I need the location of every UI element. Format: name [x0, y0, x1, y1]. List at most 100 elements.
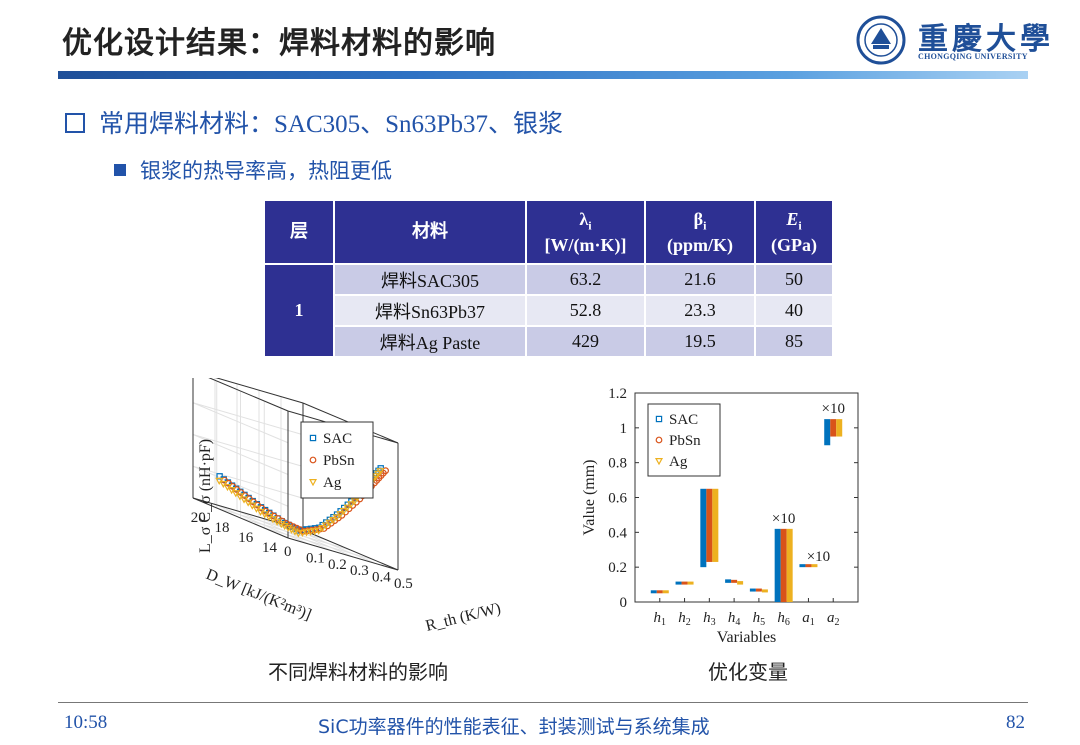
modulus-cell: 50: [755, 263, 832, 295]
data-point-ag: [350, 498, 359, 506]
bar-sac-a1: [799, 564, 806, 568]
header-beta: βi (ppm/K): [645, 201, 756, 264]
y-tick-label: 0.2: [608, 560, 627, 576]
bullet-main-prefix: 常用焊料材料：: [99, 109, 275, 138]
bar-pbsn-h5: [755, 588, 762, 592]
axis-box-edge: [192, 497, 289, 539]
layer-cell: 1: [265, 263, 335, 356]
hollow-square-bullet-icon: [65, 113, 85, 133]
modulus-cell: 85: [755, 325, 832, 356]
grid-line: [192, 402, 304, 436]
grid-line: [215, 378, 304, 404]
university-logo: [856, 15, 906, 65]
optimization-variables-bar-chart: 0 0.2 0.4 0.6 0.8 1 1.2 h1 h2 h3 h4 h5 h6 a1 a2 ×10 ×10 ×…: [581, 386, 859, 646]
data-point-ag: [332, 514, 341, 522]
footer-title: SiC功率器件的性能表征、封装测试与系统集成: [318, 716, 710, 738]
z-axis-label: L_σ C_σ (nH·pF): [197, 439, 214, 553]
x-tick-label: a2: [827, 610, 840, 628]
bar-sac-h6: [774, 528, 781, 602]
axis-box-edge: [192, 497, 304, 531]
grid-line: [264, 527, 375, 561]
university-name: 重慶大學: [918, 22, 1054, 57]
seal-icon: [856, 15, 906, 65]
bar-sac-a2: [824, 419, 831, 446]
scale-annotation: ×10: [772, 511, 795, 527]
header-lambda: λi [W/(m·K)]: [526, 201, 646, 264]
bar-ag-h1: [662, 590, 669, 594]
x-tick-label: 0: [284, 544, 292, 560]
header-modulus: Ei (GPa): [755, 201, 832, 264]
bar-ag-h4: [737, 581, 744, 585]
bar-ag-h5: [761, 589, 768, 593]
x-tick-label: 0.1: [306, 550, 325, 566]
grid-line: [216, 507, 327, 541]
x-tick-label: a1: [802, 610, 815, 628]
bar-sac-h2: [675, 581, 682, 585]
x-tick-label: 0.2: [328, 557, 347, 573]
bar-ag-h3: [712, 488, 719, 562]
pareto-3d-scatter-chart: 00.10.20.30.40.5141618202220406080100R_t…: [185, 378, 503, 635]
lambda-cell: 429: [526, 325, 646, 356]
x-tick-label: h4: [728, 610, 741, 628]
bar-pbsn-h2: [681, 581, 688, 585]
legend-label: PbSn: [669, 433, 701, 449]
data-point-ag: [336, 511, 345, 519]
axis-box-edge: [287, 537, 399, 571]
left-chart-caption: 不同焊料材料的影响: [268, 660, 448, 684]
material-cell: 焊料SAC305: [334, 263, 527, 295]
bar-pbsn-a2: [830, 419, 837, 437]
lambda-cell: 52.8: [526, 294, 646, 326]
y-axis-label: Value (mm): [581, 460, 598, 536]
right-chart-caption: 优化变量: [708, 660, 788, 684]
legend-label: SAC: [323, 431, 352, 447]
axis-box-edge: [215, 378, 304, 404]
slide-title: 优化设计结果：焊料材料的影响: [62, 26, 496, 61]
data-point-ag: [329, 517, 338, 525]
grid-line: [192, 465, 304, 499]
bar-pbsn-h6: [780, 528, 787, 602]
x-tick-label: h2: [678, 610, 691, 628]
university-name-en: CHONGQING UNIVERSITY: [918, 52, 1028, 61]
data-point-ag: [325, 519, 334, 527]
y-tick-label: 0: [620, 595, 628, 611]
y-tick-label: 18: [215, 520, 230, 536]
material-cell: 焊料Sn63Pb37: [334, 294, 527, 326]
axis-box-edge: [208, 378, 289, 412]
legend-marker-pbsn: [655, 436, 663, 444]
legend-marker-sac: [655, 415, 663, 423]
x-tick-label: h5: [753, 610, 766, 628]
legend-label: Ag: [323, 475, 342, 491]
data-point-ag: [376, 468, 385, 476]
plot-area: 0 0.2 0.4 0.6 0.8 1 1.2 h1 h2 h3 h4 h5 h6 a1 a2 ×10 ×10 ×…: [581, 386, 859, 646]
beta-cell: 23.3: [645, 294, 756, 326]
legend-label: SAC: [669, 412, 698, 428]
y-tick-label: 14: [262, 540, 278, 556]
bullet-sub: 银浆的热导率高，热阻更低: [114, 155, 392, 185]
x-tick-label: 0.4: [372, 570, 391, 586]
table-header-row: 层 材料 λi [W/(m·K)] βi (ppm/K) Ei (GPa): [265, 201, 832, 264]
legend-label: Ag: [669, 454, 688, 470]
table-row: 1 焊料SAC305 63.2 21.6 50: [265, 263, 832, 356]
data-point-ag: [346, 501, 356, 509]
data-point-ag: [306, 528, 315, 536]
x-axis-label: Variables: [717, 629, 777, 646]
title-divider-bar: [58, 71, 1028, 79]
y-axis-label: D_W [kJ/(K²m³)]: [204, 566, 314, 624]
plot-3d-area: 00.10.20.30.40.5141618202220406080100R_t…: [185, 378, 503, 635]
legend-marker-ag: [308, 479, 318, 487]
axis-box-edge: [302, 529, 399, 571]
legend-marker-pbsn: [309, 456, 317, 464]
footer-time: 10:58: [64, 712, 108, 733]
data-point-ag: [298, 529, 307, 537]
grid-line: [192, 434, 304, 467]
y-tick-label: 1: [620, 421, 628, 437]
legend-label: PbSn: [323, 453, 355, 469]
data-point-ag: [294, 530, 303, 538]
scale-annotation: ×10: [821, 401, 844, 417]
bar-pbsn-a1: [805, 564, 812, 568]
bar-sac-h3: [700, 488, 707, 568]
bar-pbsn-h1: [656, 590, 663, 594]
data-point-ag: [339, 507, 348, 516]
lambda-cell: 63.2: [526, 263, 646, 295]
y-tick-label: 0.4: [608, 525, 627, 541]
